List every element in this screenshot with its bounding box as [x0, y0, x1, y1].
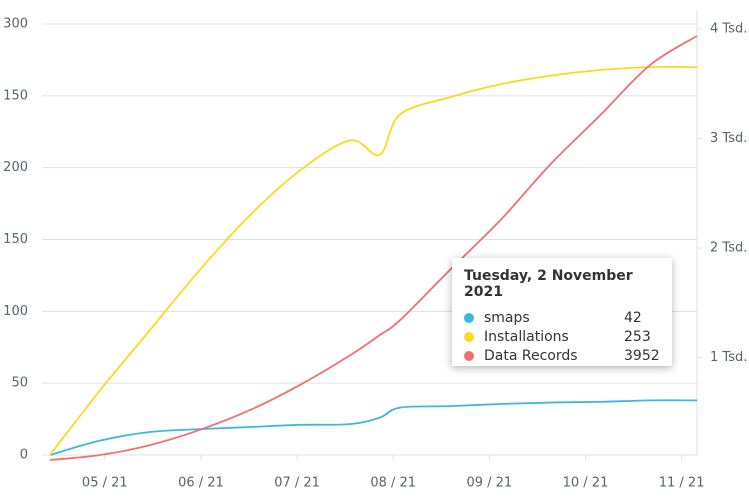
x-tick-label: 08 / 21: [370, 476, 416, 491]
tooltip-dot: [464, 312, 474, 323]
y-tick-label: 300: [3, 17, 28, 32]
tooltip-name: smaps: [484, 309, 530, 326]
tooltip-value: 3952: [624, 347, 660, 364]
x-tick-label: 09 / 21: [466, 476, 512, 491]
y2-tick-label: 4 Tsd.: [710, 22, 747, 37]
tooltip-dot: [464, 331, 474, 342]
y-tick-label: 150: [3, 232, 28, 247]
x-tick-label: 05 / 21: [82, 476, 128, 491]
x-tick-label: 07 / 21: [274, 476, 320, 491]
tooltip-value: 253: [624, 328, 651, 345]
tooltip-row: Installations 253: [464, 327, 660, 346]
x-tick-label: 06 / 21: [178, 476, 224, 491]
y-tick-label: 50: [11, 376, 28, 391]
y2-tick-label: 2 Tsd.: [710, 241, 747, 256]
tooltip-name: Installations: [484, 328, 569, 345]
x-tick-label: 10 / 21: [563, 476, 609, 491]
tooltip-row: Data Records 3952: [464, 346, 660, 365]
tooltip-value: 42: [624, 309, 642, 326]
tooltip-name: Data Records: [484, 347, 578, 364]
y-tick-label: 100: [3, 304, 28, 319]
tooltip-dot: [464, 350, 474, 361]
y2-tick-label: 1 Tsd.: [710, 350, 747, 365]
series-line: [49, 65, 698, 456]
series-line: [49, 399, 698, 456]
y2-tick-label: 3 Tsd.: [710, 131, 747, 146]
y-tick-label: 0: [20, 448, 28, 463]
x-tick-label: 11 / 21: [659, 476, 705, 491]
tooltip-title: Tuesday, 2 November 2021: [464, 268, 633, 300]
tooltip: Tuesday, 2 November 2021 smaps 42 Installa…: [452, 258, 672, 366]
y-tick-label: 150: [3, 88, 28, 103]
tooltip-row: smaps 42: [464, 308, 660, 327]
y-tick-label: 200: [3, 160, 28, 175]
series-line: [49, 35, 698, 461]
